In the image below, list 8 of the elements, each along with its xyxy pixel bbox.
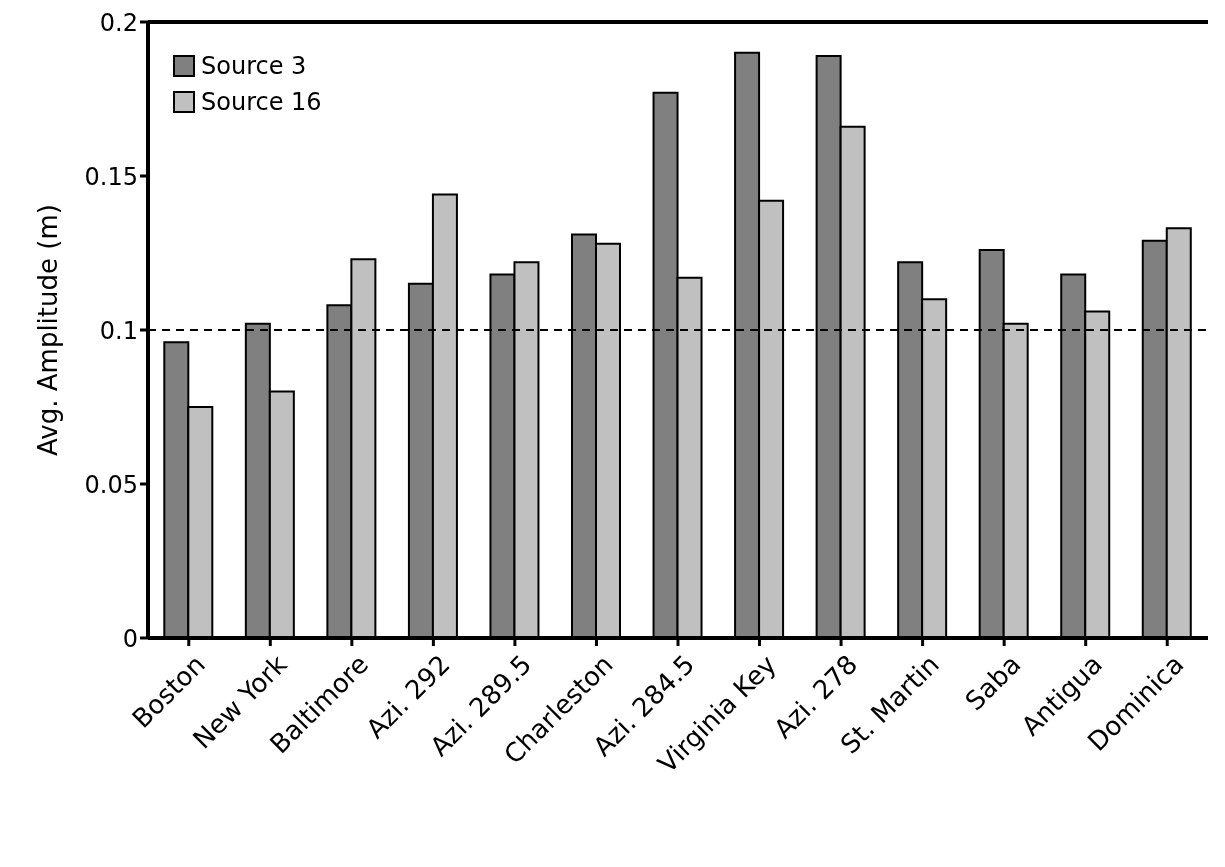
legend-label: Source 3 (201, 51, 307, 82)
y-tick-label: 0.15 (84, 162, 138, 191)
y-tick-label: 0 (122, 624, 138, 653)
y-axis-title: Avg. Amplitude (m) (33, 204, 64, 456)
legend-label: Source 16 (201, 87, 322, 118)
y-tick-label: 0.05 (84, 470, 138, 499)
y-tick-label: 0.2 (99, 8, 138, 37)
y-tick-label: 0.1 (99, 316, 138, 345)
